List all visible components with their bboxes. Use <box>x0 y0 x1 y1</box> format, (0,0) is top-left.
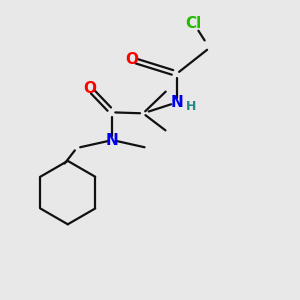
Text: O: O <box>83 81 96 96</box>
Text: O: O <box>126 52 139 67</box>
Text: N: N <box>170 95 183 110</box>
Text: Cl: Cl <box>185 16 202 31</box>
Text: N: N <box>106 133 119 148</box>
Text: H: H <box>186 100 196 112</box>
